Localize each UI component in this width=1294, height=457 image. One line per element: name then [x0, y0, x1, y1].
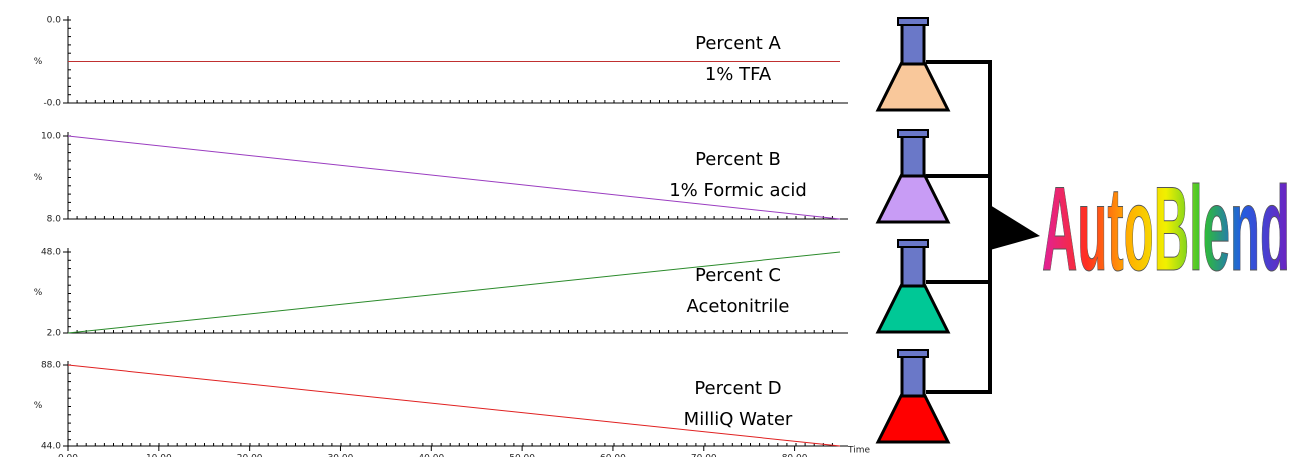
panel-title: Percent D [694, 378, 781, 399]
x-tick-label: 10.00 [146, 454, 172, 457]
flask [875, 17, 951, 112]
x-tick-label: 0.00 [58, 454, 78, 457]
y-tick-label: 44.0 [41, 442, 61, 452]
axis [67, 16, 848, 104]
flask [875, 349, 951, 444]
panel-subtitle: 1% TFA [705, 64, 772, 85]
panel-subtitle: MilliQ Water [684, 409, 793, 430]
panel-subtitle: Acetonitrile [687, 296, 790, 317]
y-tick-label: 0.0 [47, 16, 62, 26]
axis [67, 361, 848, 447]
x-tick-label: 50.00 [509, 454, 535, 457]
y-axis-label: % [34, 401, 43, 411]
x-tick-label: 70.00 [691, 454, 717, 457]
x-tick-label: 20.00 [237, 454, 263, 457]
y-tick-label: 2.0 [47, 329, 62, 339]
axis [67, 132, 848, 220]
y-axis-label: % [34, 173, 43, 183]
panel-subtitle: 1% Formic acid [669, 180, 807, 201]
logo: AutoBlend [1042, 162, 1290, 296]
flask [875, 239, 951, 334]
y-tick-label: 8.0 [47, 215, 62, 225]
y-tick-label: 88.0 [41, 361, 61, 371]
y-axis-label: % [34, 57, 43, 67]
panel-title: Percent A [695, 33, 781, 54]
x-tick-label: 60.00 [600, 454, 626, 457]
flask [875, 129, 951, 224]
y-tick-label: -0.0 [43, 99, 61, 109]
y-axis-label: % [34, 288, 43, 298]
y-tick-label: 48.0 [41, 248, 61, 258]
data-line [67, 251, 841, 334]
panel-title: Percent B [695, 149, 781, 170]
data-line [67, 135, 841, 220]
y-tick-label: 10.0 [41, 132, 61, 142]
x-tick-label: 40.00 [418, 454, 444, 457]
panel-title: Percent C [695, 265, 781, 286]
data-line [67, 364, 841, 447]
x-tick-label: 80.00 [782, 454, 808, 457]
arrow [990, 205, 1040, 250]
x-axis-label: Time [847, 446, 870, 456]
x-tick-label: 30.00 [328, 454, 354, 457]
